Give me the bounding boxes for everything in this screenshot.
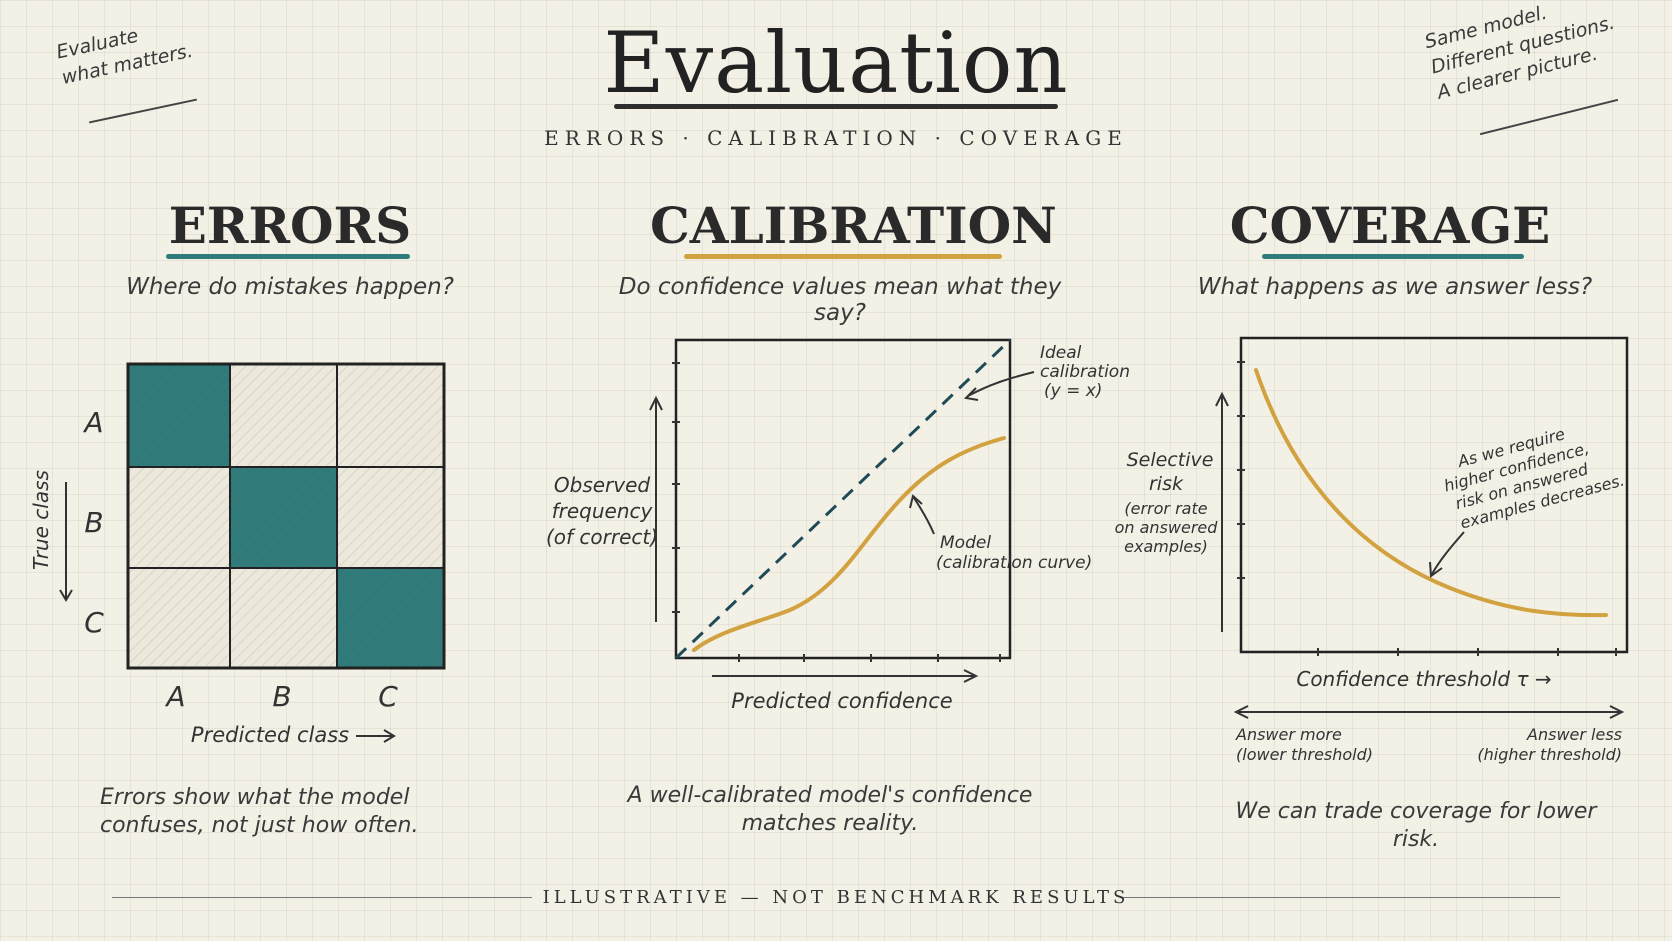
- matrix-cell-hatching: [230, 467, 337, 568]
- model-calibration-curve: [692, 436, 1006, 652]
- arrow-head: [649, 395, 663, 411]
- arrow-head: [963, 387, 979, 401]
- arrow-head: [963, 669, 979, 683]
- arrow-head: [1429, 561, 1443, 578]
- col-label: C: [378, 680, 398, 713]
- ideal-label: Ideal: [1040, 343, 1082, 363]
- matrix-cell-hatching: [337, 568, 444, 668]
- footer-rule-right: [1120, 897, 1560, 898]
- row-label: B: [84, 506, 103, 539]
- y-axis-label: (error rate: [1124, 499, 1207, 518]
- page-subtitle: ERRORS · CALIBRATION · COVERAGE: [544, 126, 1128, 150]
- y-ticks: [672, 362, 680, 613]
- caption-line: matches reality.: [741, 811, 919, 836]
- footer-rule-left: [112, 897, 532, 898]
- model-pointer: [913, 497, 935, 535]
- caption-line: confuses, not just how often.: [100, 813, 419, 838]
- arrow-head: [909, 494, 923, 509]
- coverage-caption: We can trade coverage for lower risk.: [1235, 799, 1597, 852]
- col-label: A: [164, 680, 185, 713]
- matrix-cell-hatching: [337, 364, 444, 467]
- x-ticks: [1317, 648, 1617, 656]
- caption-line: A well-calibrated model's confidence: [627, 783, 1033, 808]
- ideal-pointer: [967, 371, 1035, 397]
- matrix-cell-hatching: [230, 568, 337, 668]
- calibration-question: Do confidence values mean what they say?: [618, 274, 1062, 326]
- matrix-cell-hatching: [337, 467, 444, 568]
- arrow-head: [1609, 705, 1625, 719]
- true-class-label: True class: [29, 470, 53, 570]
- y-axis-label: on answered: [1115, 518, 1219, 537]
- y-axis-label: frequency: [552, 499, 654, 523]
- coverage-heading-underline: [1262, 254, 1524, 259]
- calibration-heading: CALIBRATION: [650, 196, 1057, 255]
- selective-risk-curve: [1254, 368, 1608, 618]
- matrix-cell-hatching: [128, 467, 230, 568]
- col-label: B: [272, 680, 291, 713]
- y-axis-label: (of correct): [546, 525, 658, 549]
- coverage-heading: COVERAGE: [1229, 196, 1551, 255]
- footer-disclaimer: ILLUSTRATIVE — NOT BENCHMARK RESULTS: [542, 887, 1130, 908]
- ideal-label: (y = x): [1044, 381, 1102, 401]
- errors-heading-underline: [166, 254, 410, 259]
- predicted-class-label: Predicted class: [191, 723, 349, 747]
- calibration-heading-underline: [684, 254, 1002, 259]
- y-axis-label: Selective: [1127, 449, 1214, 471]
- x-axis-label: Predicted confidence: [731, 689, 952, 713]
- x-ticks: [738, 654, 1001, 662]
- coverage-question: What happens as we answer less?: [1197, 274, 1593, 300]
- page-title: Evaluation: [603, 14, 1069, 112]
- caption-line: Errors show what the model: [100, 785, 410, 810]
- matrix-cell-hatching: [230, 364, 337, 467]
- answer-less-label: (higher threshold): [1477, 745, 1622, 764]
- coverage-annotation: As we require higher confidence, risk on…: [1442, 424, 1627, 532]
- matrix-border: [126, 362, 446, 670]
- model-label: Model: [940, 533, 991, 553]
- arrow-head: [1233, 705, 1249, 719]
- answer-more-label: (lower threshold): [1236, 745, 1373, 764]
- answer-more-label: Answer more: [1235, 725, 1342, 744]
- row-label: C: [84, 606, 104, 639]
- calibration-caption: A well-calibrated model's confidence mat…: [620, 782, 1040, 838]
- ideal-calibration-line: [674, 338, 1012, 660]
- matrix-cell-hatching: [128, 364, 230, 467]
- errors-heading: ERRORS: [168, 196, 412, 255]
- calibration-frame: [674, 338, 1012, 660]
- errors-question: Where do mistakes happen?: [126, 274, 454, 300]
- arrow-head: [383, 729, 396, 743]
- x-axis-label: Confidence threshold τ →: [1296, 667, 1551, 691]
- y-ticks: [1237, 361, 1245, 579]
- coverage-frame: [1239, 336, 1629, 654]
- y-axis-label: Observed: [554, 473, 651, 497]
- ideal-label: calibration: [1040, 362, 1130, 382]
- answer-less-label: Answer less: [1526, 725, 1622, 744]
- arrow-head: [1215, 391, 1229, 407]
- matrix-cell-hatching: [128, 568, 230, 668]
- y-axis-label: examples): [1124, 537, 1208, 556]
- row-label: A: [82, 406, 103, 439]
- arrow-head: [59, 589, 73, 602]
- model-label: (calibration curve): [936, 553, 1092, 573]
- y-axis-label: risk: [1149, 473, 1184, 495]
- annotation-pointer: [1431, 531, 1465, 575]
- errors-caption: Errors show what the model confuses, not…: [100, 784, 460, 840]
- title-underline: [614, 104, 1058, 109]
